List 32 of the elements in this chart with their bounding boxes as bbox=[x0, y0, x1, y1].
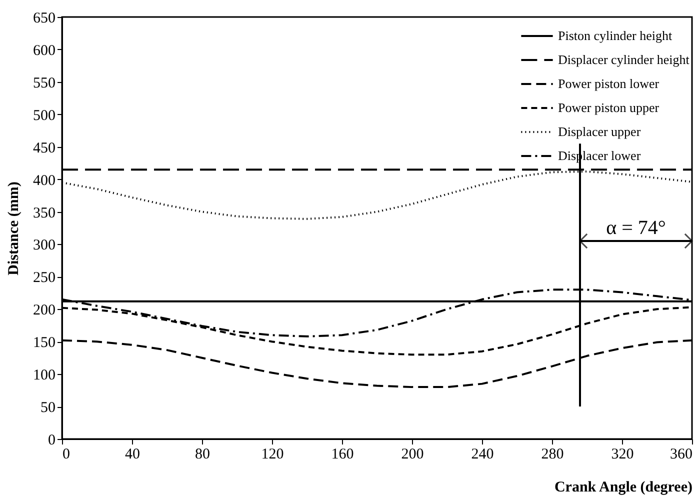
x-tick-label: 240 bbox=[471, 446, 494, 462]
legend-label: Displacer upper bbox=[558, 124, 642, 139]
x-tick-label: 360 bbox=[670, 446, 692, 462]
legend-label: Piston cylinder height bbox=[558, 28, 672, 43]
x-tick-label: 320 bbox=[611, 446, 634, 462]
y-axis-title: Distance (mm) bbox=[6, 182, 22, 276]
x-tick-label: 160 bbox=[331, 446, 354, 462]
y-tick-label: 650 bbox=[33, 10, 56, 26]
y-tick-label: 0 bbox=[48, 432, 56, 448]
y-tick-label: 350 bbox=[33, 205, 56, 222]
x-tick-label: 40 bbox=[125, 446, 140, 462]
x-tick-label: 200 bbox=[401, 446, 424, 462]
y-tick-label: 600 bbox=[33, 42, 56, 59]
legend-label: Power piston lower bbox=[558, 76, 660, 91]
y-tick-label: 150 bbox=[33, 335, 56, 352]
y-tick-label: 500 bbox=[33, 108, 56, 124]
y-tick-label: 200 bbox=[33, 302, 56, 319]
x-tick-label: 80 bbox=[195, 446, 210, 462]
x-axis-title: Crank Angle (degree) bbox=[554, 480, 692, 496]
annotation: α = 74° bbox=[606, 216, 666, 239]
y-tick-label: 550 bbox=[33, 75, 56, 92]
x-tick-label: 120 bbox=[261, 446, 284, 462]
y-tick-label: 400 bbox=[33, 172, 56, 189]
y-tick-label: 300 bbox=[33, 238, 56, 254]
y-tick-label: 450 bbox=[33, 140, 56, 156]
legend-label: Displacer cylinder height bbox=[558, 52, 690, 67]
x-tick-label: 280 bbox=[541, 446, 564, 462]
legend-label: Power piston upper bbox=[558, 100, 660, 115]
y-tick-label: 50 bbox=[40, 400, 56, 416]
y-tick-label: 250 bbox=[33, 270, 56, 286]
x-tick-label: 0 bbox=[62, 446, 70, 462]
y-tick-label: 100 bbox=[33, 368, 56, 384]
